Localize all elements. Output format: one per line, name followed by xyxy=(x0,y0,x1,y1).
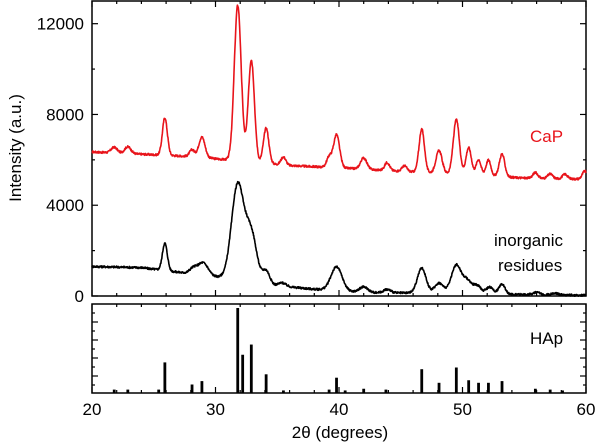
hap-label: HAp xyxy=(530,329,563,348)
y-tick-label: 0 xyxy=(75,287,84,306)
series-label-line: residues xyxy=(498,256,562,275)
hap-reference-line xyxy=(500,381,504,393)
x-tick-label: 40 xyxy=(330,400,349,419)
hap-reference-line xyxy=(126,389,130,393)
hap-reference-line xyxy=(384,389,388,393)
y-tick-label: 4000 xyxy=(46,196,84,215)
hap-reference-line xyxy=(200,381,204,393)
y-tick-label: 8000 xyxy=(46,105,84,124)
y-axis-title: Intensity (a.u.) xyxy=(6,94,25,202)
hap-reference-line xyxy=(163,362,167,393)
diffraction-patterns xyxy=(91,4,587,297)
hap-reference-line xyxy=(343,390,347,393)
hap-reference-line xyxy=(249,344,253,393)
hap-reference-line xyxy=(454,367,458,393)
series-label-line: inorganic xyxy=(494,231,563,250)
hap-reference-line xyxy=(264,374,268,393)
cap-line xyxy=(91,4,587,181)
inorganic-residues-line xyxy=(91,180,587,297)
hap-reference-line xyxy=(533,388,537,393)
x-tick-label: 30 xyxy=(206,400,225,419)
hap-reference-line xyxy=(327,389,331,393)
hap-reference-line xyxy=(487,382,490,393)
hap-reference-line xyxy=(477,382,480,393)
hap-reference-line xyxy=(236,308,240,393)
hap-reference-line xyxy=(548,389,552,393)
axis-ticks xyxy=(91,1,587,393)
tick-labels: 20 30 40 50 60 0 4000 8000 12000 xyxy=(37,15,596,419)
hap-reference-line xyxy=(437,382,441,393)
hap-reference-lines xyxy=(112,308,564,393)
hap-reference-line xyxy=(190,384,194,393)
series-label-inorganic-residues: inorganic residues xyxy=(494,231,563,275)
hap-reference-line xyxy=(335,377,338,393)
y-tick-label: 12000 xyxy=(37,15,84,34)
hap-reference-line xyxy=(282,390,285,393)
hap-reference-line xyxy=(561,390,564,393)
x-tick-label: 50 xyxy=(453,400,472,419)
hap-reference-line xyxy=(362,388,366,393)
hap-reference-line xyxy=(420,369,424,393)
x-tick-label: 60 xyxy=(577,400,596,419)
hap-reference-line xyxy=(467,380,471,393)
x-tick-label: 20 xyxy=(83,400,102,419)
series-label-cap: CaP xyxy=(530,127,563,146)
hap-reference-line xyxy=(241,354,245,393)
x-axis-title: 2θ (degrees) xyxy=(292,423,388,442)
hap-reference-line xyxy=(157,389,161,393)
hap-reference-line xyxy=(112,389,116,393)
